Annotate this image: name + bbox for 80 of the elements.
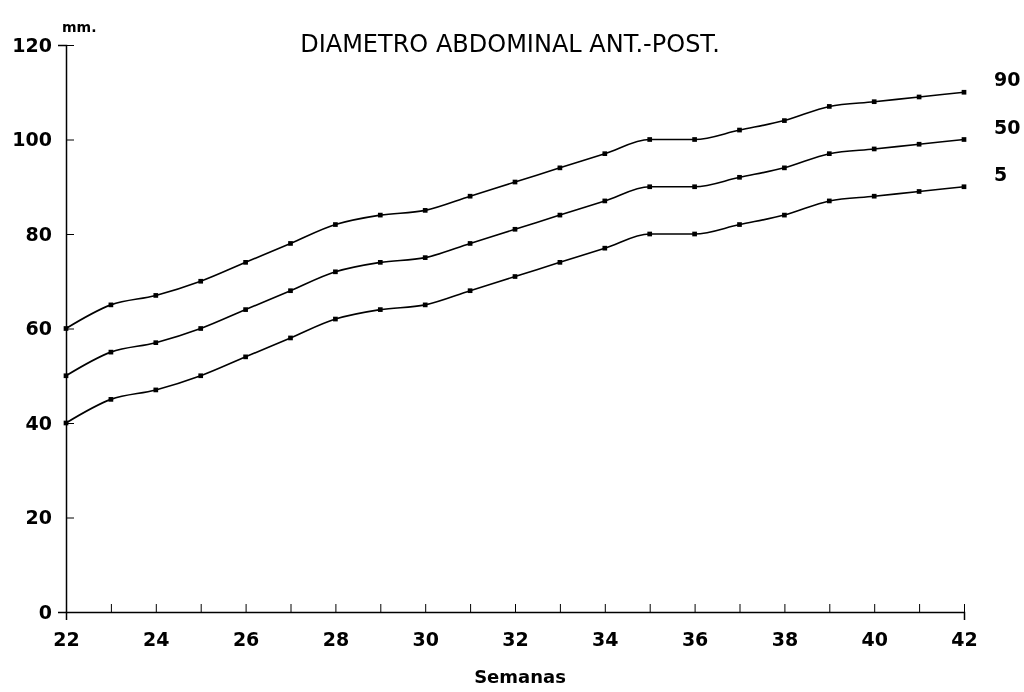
point [692,231,697,237]
x-tick-label: 42 [951,627,978,650]
point [467,241,473,246]
series-label: 50 [994,115,1021,138]
point [333,222,338,227]
point [243,354,248,360]
point [871,193,877,199]
point [871,146,877,152]
point [512,226,518,232]
point [288,335,293,341]
point [467,288,473,294]
point [782,118,787,123]
y-tick-label: 40 [25,411,52,434]
point [243,260,248,265]
y-tick-label: 120 [12,33,52,56]
point [961,137,967,142]
point [63,326,69,331]
point [647,184,653,190]
point [63,373,69,379]
point [198,326,204,331]
point [512,274,518,279]
point [153,387,159,393]
x-tick-label: 22 [53,627,80,650]
point [198,373,204,379]
point [602,245,608,251]
point [243,307,248,312]
point [782,212,787,218]
point [692,137,697,142]
point [288,241,293,246]
y-axis-title: mm. [62,19,97,35]
x-tick-label: 26 [232,627,260,650]
point [916,141,922,147]
point [333,269,338,275]
point [737,127,742,133]
point [333,316,338,322]
point [826,151,832,157]
x-tick-label: 28 [322,627,350,650]
point [377,212,383,218]
point [961,184,967,190]
x-axis-title: Semanas [474,666,566,687]
series-label: 5 [994,162,1008,185]
x-tick-label: 38 [771,627,799,650]
point [288,288,293,294]
point [198,278,204,284]
x-tick-label: 36 [681,627,709,650]
x-tick-label: 34 [592,627,619,650]
point [602,151,608,157]
y-tick-label: 80 [25,222,52,245]
y-tick-label: 0 [38,600,52,623]
point [647,137,653,142]
x-tick-label: 24 [143,627,170,650]
point [422,255,428,260]
x-tick-label: 40 [861,627,888,650]
y-tick-label: 100 [12,128,52,151]
chart-title: DIAMETRO ABDOMINAL ANT.-POST. [300,30,720,58]
point [961,89,967,95]
point [467,193,473,199]
point [557,260,563,265]
point [108,397,114,402]
point [422,208,428,213]
point [871,99,877,105]
point [692,184,697,190]
x-tick-label: 32 [502,627,529,650]
point [153,293,159,298]
point [153,340,159,346]
point [782,165,787,171]
point [377,260,383,265]
point [737,222,742,227]
point [377,307,383,312]
y-tick-label: 60 [25,317,52,340]
point [916,189,922,194]
series-label: 90 [994,68,1021,91]
point [422,302,428,308]
point [647,231,653,237]
point [602,198,608,204]
x-tick-label: 30 [412,627,439,650]
point [737,174,742,180]
y-tick-label: 20 [25,506,52,529]
point [826,198,832,204]
point [826,104,832,109]
